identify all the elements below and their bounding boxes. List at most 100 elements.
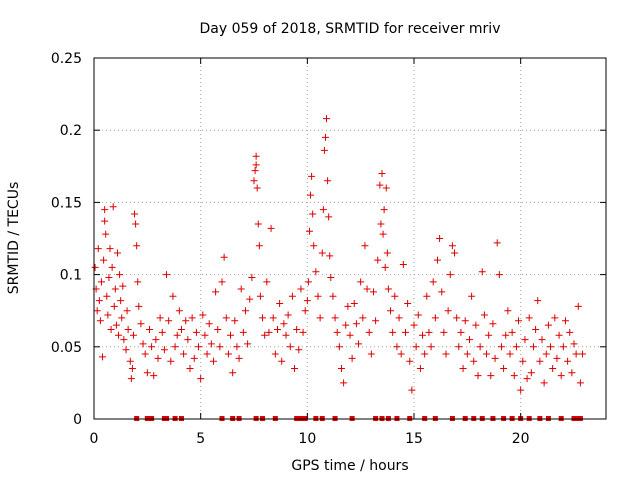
- data-point: [483, 350, 491, 358]
- data-points: [91, 115, 587, 394]
- data-point: [222, 314, 230, 322]
- data-point: [156, 314, 164, 322]
- data-point: [128, 364, 136, 372]
- data-point: [163, 271, 171, 279]
- data-point: [355, 340, 363, 348]
- data-point: [361, 242, 369, 250]
- data-point: [474, 372, 482, 380]
- data-point: [158, 328, 166, 336]
- data-point: [372, 317, 380, 325]
- data-point: [99, 353, 107, 361]
- data-point: [117, 297, 125, 305]
- data-point: [576, 379, 584, 387]
- data-point: [214, 325, 222, 333]
- data-point: [139, 340, 147, 348]
- data-point: [378, 170, 386, 178]
- data-point: [269, 314, 277, 322]
- data-point: [555, 331, 563, 339]
- data-point: [406, 357, 414, 365]
- data-point: [108, 263, 116, 271]
- grid-lines: [94, 58, 606, 419]
- data-point: [461, 317, 469, 325]
- data-point: [141, 350, 149, 358]
- data-point: [239, 328, 247, 336]
- data-point: [383, 249, 391, 257]
- data-point: [557, 372, 565, 380]
- data-point: [359, 314, 367, 322]
- data-point: [297, 285, 305, 293]
- data-point: [478, 268, 486, 276]
- data-point: [500, 364, 508, 372]
- data-point: [267, 224, 275, 232]
- data-point: [508, 328, 516, 336]
- data-point: [510, 372, 518, 380]
- data-point: [504, 307, 512, 315]
- data-point: [320, 146, 328, 154]
- data-point: [451, 249, 459, 257]
- data-point: [331, 314, 339, 322]
- data-point: [93, 307, 101, 315]
- data-point: [579, 350, 587, 358]
- data-point: [107, 325, 115, 333]
- data-point: [350, 299, 358, 307]
- data-point: [124, 325, 132, 333]
- data-point: [113, 249, 121, 257]
- data-point: [278, 357, 286, 365]
- data-point: [265, 328, 273, 336]
- data-point: [348, 354, 356, 362]
- data-point: [229, 369, 237, 377]
- data-point: [393, 343, 401, 351]
- data-point: [525, 314, 533, 322]
- data-point: [109, 203, 117, 211]
- data-point: [154, 354, 162, 362]
- data-point: [436, 235, 444, 242]
- data-point: [325, 213, 333, 221]
- data-point: [346, 331, 354, 339]
- y-tick-label: 0: [73, 412, 82, 428]
- data-point: [397, 350, 405, 358]
- data-point: [416, 364, 424, 372]
- data-point: [387, 307, 395, 315]
- data-point: [540, 379, 548, 387]
- data-point: [374, 256, 382, 264]
- data-point: [308, 172, 316, 180]
- data-point: [419, 331, 427, 339]
- data-point: [572, 350, 580, 358]
- data-point: [276, 299, 284, 307]
- data-point: [512, 343, 520, 351]
- data-point: [244, 340, 252, 348]
- data-point: [295, 346, 303, 354]
- data-point: [165, 317, 173, 325]
- data-point: [367, 350, 375, 358]
- data-point: [286, 343, 294, 351]
- data-point: [103, 292, 111, 300]
- data-point: [280, 320, 288, 328]
- data-point: [521, 336, 529, 344]
- data-point: [399, 260, 407, 268]
- data-point: [235, 354, 243, 362]
- x-tick-label: 0: [90, 431, 99, 447]
- data-point: [493, 239, 501, 247]
- data-point: [224, 350, 232, 358]
- data-point: [231, 317, 239, 325]
- data-point: [570, 340, 578, 348]
- data-point: [529, 343, 537, 351]
- plot-frame: [93, 57, 607, 420]
- data-point: [448, 242, 456, 250]
- data-point: [561, 317, 569, 325]
- data-point: [335, 343, 343, 351]
- data-point: [293, 325, 301, 333]
- data-point: [120, 336, 128, 344]
- y-axis-label: SRMTID / TECUs: [6, 182, 22, 295]
- data-point: [205, 320, 213, 328]
- data-point: [299, 328, 307, 336]
- data-point: [568, 369, 576, 377]
- data-point: [233, 343, 241, 351]
- data-point: [534, 297, 542, 305]
- data-point: [502, 331, 510, 339]
- data-point: [145, 325, 153, 333]
- y-tick-label: 0.25: [51, 51, 82, 67]
- data-point: [246, 295, 254, 303]
- data-point: [342, 321, 350, 329]
